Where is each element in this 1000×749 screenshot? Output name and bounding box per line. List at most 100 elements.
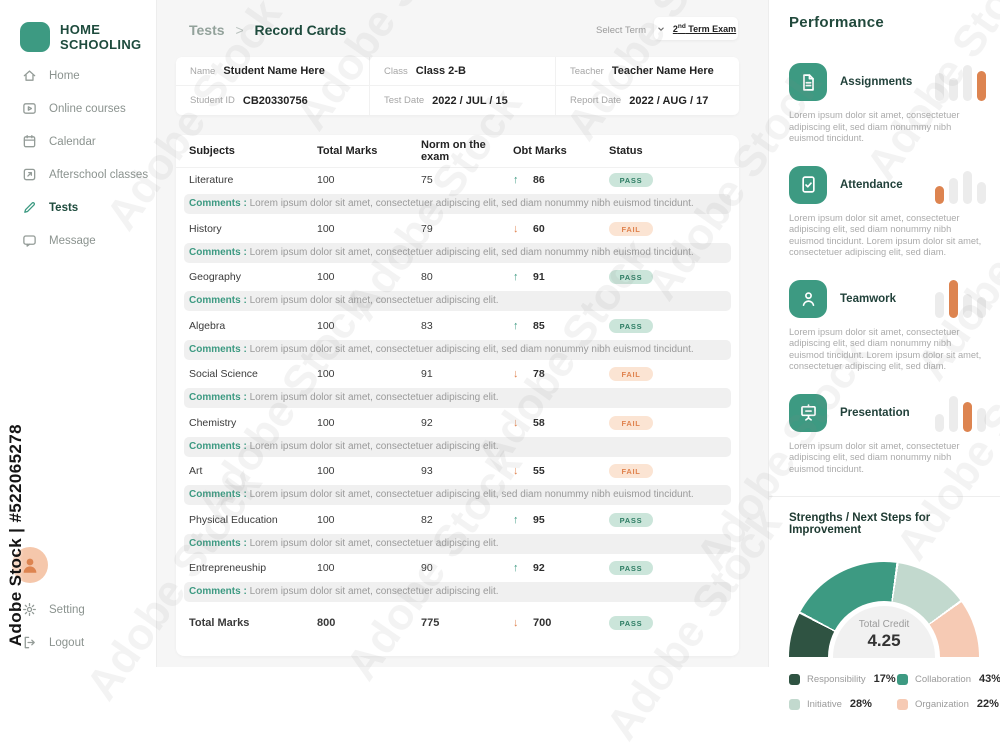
sidebar-item-setting[interactable]: Setting (0, 593, 157, 626)
avatar[interactable] (12, 547, 48, 583)
norm-cell: 90 (421, 562, 433, 574)
mini-bar (949, 279, 958, 318)
sidebar-item-afterschool-classes[interactable]: Afterschool classes (0, 158, 156, 191)
legend-swatch (897, 673, 908, 685)
obt-value: 95 (533, 513, 545, 526)
subject-cell: Total Marks (189, 616, 250, 629)
sidebar-item-online-courses[interactable]: Online courses (0, 92, 156, 125)
obt-marks-cell: ↑ 85 (513, 320, 609, 332)
obt-marks-cell: ↓ 700 (513, 617, 609, 629)
performance-panel: Performance Assignments Lorem ipsum dolor… (768, 0, 1000, 710)
norm-cell: 80 (421, 271, 433, 283)
breadcrumb: Tests > Record Cards (189, 22, 346, 38)
info-label: Name (190, 65, 216, 77)
credit-gauge-chart: Total Credit 4.25 (789, 562, 979, 658)
column-header: Obt Marks (513, 145, 567, 157)
legend-item-organization: Organization 22% (897, 698, 1000, 710)
status-cell: PASS (609, 173, 739, 187)
calendar-icon (22, 134, 37, 149)
comments-label: Comments : (189, 198, 247, 209)
table-body: Literature 100 75 ↑ 86 PASS Comments : Lorem i… (176, 168, 739, 641)
mini-bar-chart (935, 170, 986, 204)
legend-percent: 28% (849, 698, 872, 710)
app-logo[interactable]: HOME SCHOOLING (0, 0, 156, 52)
mini-bar-chart (935, 279, 986, 318)
comment-text: Comments : Lorem ipsum dolor sit amet, c… (184, 339, 731, 360)
comments-label: Comments : (189, 586, 247, 597)
obt-marks-cell: ↑ 91 (513, 271, 609, 283)
subject-cell: Entrepreneuship (189, 562, 267, 574)
gauge-center-value: 4.25 (867, 631, 901, 650)
info-cell-report-date: Report Date 2022 / AUG / 17 (556, 86, 739, 115)
performance-item-attendance: Attendance Lorem ipsum dolor sit amet, co… (789, 165, 986, 259)
table-row: Algebra 100 83 ↑ 85 PASS (176, 314, 739, 338)
performance-item-title: Presentation (840, 406, 910, 419)
status-cell: PASS (609, 615, 739, 630)
total-marks-cell: 100 (317, 416, 335, 429)
info-label: Student ID (190, 95, 235, 106)
status-badge: FAIL (609, 464, 653, 478)
obt-marks-cell: ↑ 95 (513, 514, 609, 526)
performance-item-head: Assignments (789, 63, 986, 101)
arrow-up-icon: ↑ (513, 271, 519, 283)
comment-row: Comments : Lorem ipsum dolor sit amet, c… (176, 386, 739, 411)
sidebar-item-logout[interactable]: Logout (0, 626, 157, 659)
status-cell: FAIL (609, 464, 739, 478)
comment-text: Comments : Lorem ipsum dolor sit amet, c… (184, 485, 731, 505)
comment-text: Comments : Lorem ipsum dolor sit amet, c… (184, 436, 731, 457)
sidebar-item-tests[interactable]: Tests (0, 191, 156, 224)
arrow-up-icon: ↑ (513, 513, 519, 526)
breadcrumb-separator-icon: > (235, 22, 244, 38)
sidebar-item-label: Logout (49, 636, 85, 649)
performance-item-head: Teamwork (789, 279, 986, 318)
performance-items: Assignments Lorem ipsum dolor sit amet, c… (789, 63, 986, 475)
sidebar-item-message[interactable]: Message (0, 224, 156, 257)
obt-value: 55 (533, 465, 545, 477)
comment-text: Comments : Lorem ipsum dolor sit amet, c… (184, 242, 731, 263)
legend-item-collaboration: Collaboration 43% (897, 673, 1000, 685)
comment-text: Comments : Lorem ipsum dolor sit amet, c… (184, 194, 731, 214)
sidebar-item-label: Home (49, 69, 80, 82)
obt-marks-cell: ↑ 86 (513, 174, 609, 186)
comment-row: Comments : Lorem ipsum dolor sit amet, c… (176, 241, 739, 266)
obt-marks-cell: ↑ 92 (513, 562, 609, 574)
comments-label: Comments : (189, 343, 247, 355)
logo-text: HOME SCHOOLING (60, 22, 142, 52)
mini-bar (977, 296, 986, 318)
gauge-legend: Responsibility 17% Collaboration 43% Initiat… (789, 673, 1000, 710)
arrow-down-icon: ↓ (513, 416, 519, 429)
obt-value: 60 (533, 222, 545, 235)
student-info-card: Name Student Name Here Class Class 2-B Teach… (176, 57, 739, 115)
info-value: CB20330756 (242, 94, 308, 107)
comments-label: Comments : (189, 440, 247, 452)
table-row: Geography 100 80 ↑ 91 PASS (176, 265, 739, 289)
breadcrumb-tests[interactable]: Tests (189, 22, 225, 38)
obt-value: 91 (533, 271, 545, 283)
external-square-icon (22, 167, 37, 182)
obt-marks-cell: ↓ 78 (513, 368, 609, 380)
performance-title: Performance (789, 14, 885, 31)
subject-cell: Physical Education (189, 513, 278, 526)
term-dropdown[interactable]: 2nd Term Exam (654, 17, 738, 40)
table-row: Art 100 93 ↓ 55 FAIL (176, 459, 739, 483)
total-marks-cell: 100 (317, 368, 335, 380)
subject-cell: Geography (189, 271, 241, 283)
sidebar-item-calendar[interactable]: Calendar (0, 125, 156, 158)
status-badge: PASS (609, 270, 653, 284)
obt-marks-cell: ↓ 58 (513, 417, 609, 429)
comment-row: Comments : Lorem ipsum dolor sit amet, c… (176, 338, 739, 363)
subject-cell: Literature (189, 174, 234, 186)
mini-bar (935, 413, 944, 432)
info-label: Teacher (570, 65, 604, 77)
total-marks-cell: 100 (317, 513, 335, 526)
comments-label: Comments : (189, 295, 247, 306)
legend-item-initiative: Initiative 28% (789, 698, 897, 710)
status-cell: FAIL (609, 415, 739, 430)
legend-label: Initiative (807, 698, 842, 710)
status-badge: FAIL (609, 415, 653, 430)
sidebar-item-home[interactable]: Home (0, 59, 156, 92)
obt-marks-cell: ↓ 60 (513, 223, 609, 235)
mini-bar (935, 185, 944, 204)
status-badge: PASS (609, 615, 653, 630)
status-badge: PASS (609, 561, 653, 575)
